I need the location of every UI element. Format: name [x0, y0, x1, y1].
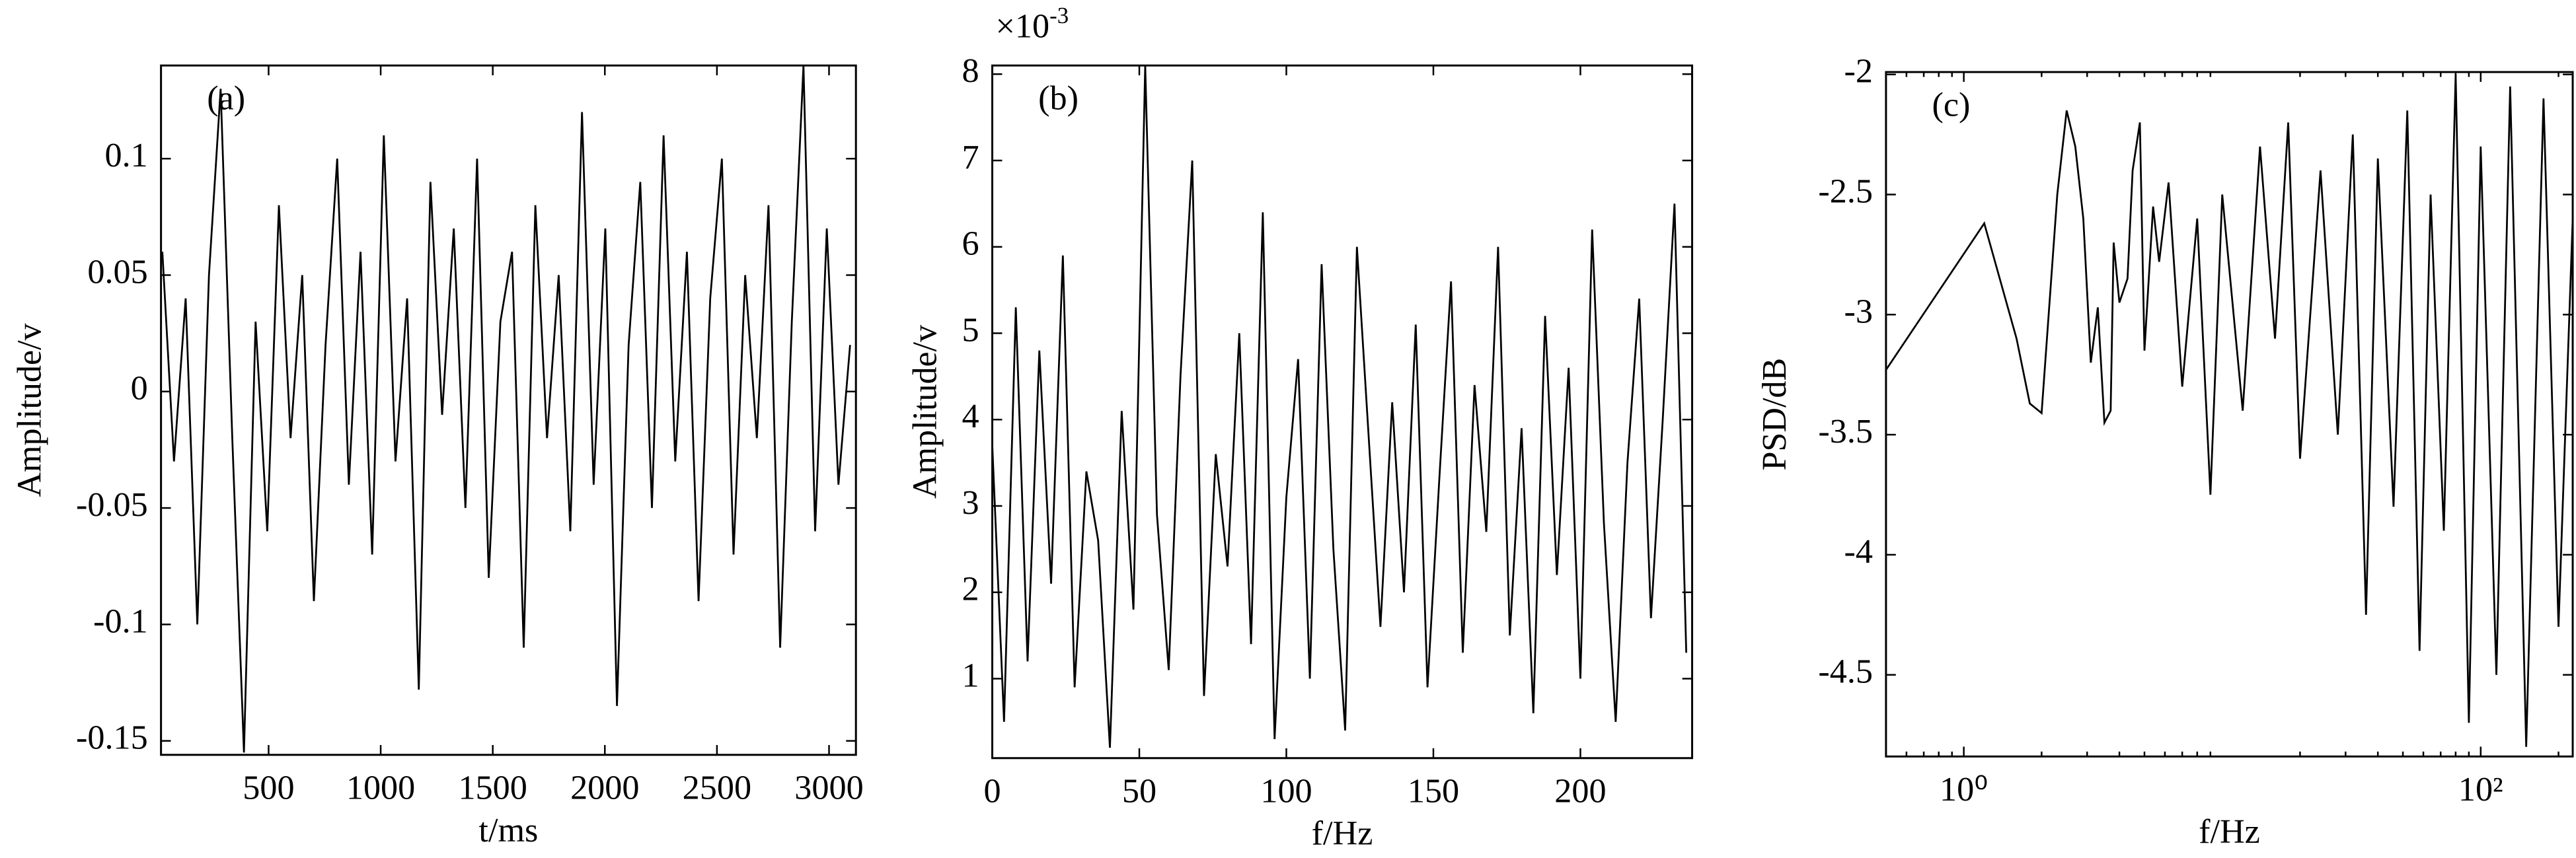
y-tick-label: 3: [962, 484, 979, 522]
panel-label: (b): [1038, 80, 1079, 118]
x-tick-label: 100: [1260, 772, 1312, 810]
y-tick-label: -4: [1844, 533, 1873, 571]
x-tick-label: 2500: [683, 769, 751, 806]
y-tick-label: -0.05: [76, 486, 148, 524]
axis-offset-label: ×10-3: [995, 3, 1069, 45]
y-tick-label: -3: [1844, 293, 1873, 330]
y-tick-label: 2: [962, 571, 979, 608]
x-axis-title: f/Hz: [1312, 815, 1373, 853]
x-tick-label: 10⁰: [1940, 771, 1988, 808]
panel: 1 2 3 4 5 6 7 8 0 50 100 150 200 (b) f/Hz Amplitude/v ×1…: [906, 3, 1694, 853]
y-axis-title: PSD/dB: [1756, 358, 1794, 471]
offset-exponent: -3: [1049, 3, 1069, 28]
x-axis-title: f/Hz: [2199, 813, 2260, 851]
y-tick-label: 1: [962, 657, 979, 695]
y-tick-label: 0.1: [104, 137, 147, 174]
y-tick-label: -2: [1844, 53, 1873, 90]
x-tick-label: 500: [243, 769, 294, 806]
axes-box: [1885, 71, 2574, 758]
x-tick-label: 1500: [458, 769, 527, 806]
panel-label: (c): [1932, 87, 1971, 124]
y-tick-label: -0.15: [76, 719, 148, 757]
x-tick-label: 200: [1554, 772, 1606, 810]
y-tick-label: -3.5: [1818, 413, 1873, 450]
panel-label: (a): [207, 80, 245, 118]
y-tick-label: -4.5: [1818, 653, 1873, 691]
y-tick-label: -0.1: [93, 602, 148, 640]
x-tick-label: 10²: [2458, 771, 2503, 808]
x-tick-label: 3000: [794, 769, 863, 806]
x-tick-label: 0: [983, 772, 1001, 810]
x-tick-label: 150: [1408, 772, 1459, 810]
panel: 0.1 0.05 0 -0.05 -0.1 -0.15 500 1000 1500 2000 250…: [11, 64, 864, 849]
x-tick-label: 2000: [570, 769, 639, 806]
y-tick-label: 6: [962, 225, 979, 263]
y-tick-label: 5: [962, 312, 979, 349]
offset-base: ×10: [995, 8, 1049, 46]
y-tick-label: 0.05: [87, 254, 147, 291]
panel: -2 -2.5 -3 -3.5 -4 -4.5 10⁰ 10² (c) f/Hz PSD/dB: [1756, 53, 2574, 851]
y-tick-label: -2.5: [1818, 173, 1873, 211]
data-line: [1885, 74, 2573, 747]
x-axis-title: t/ms: [478, 812, 538, 849]
x-tick-label: 50: [1122, 772, 1156, 810]
y-tick-label: 8: [962, 52, 979, 90]
axes-box: [991, 64, 1694, 760]
y-tick-label: 7: [962, 139, 979, 176]
x-tick-label: 1000: [346, 769, 415, 806]
data-line: [161, 65, 851, 753]
data-line: [992, 65, 1688, 748]
axes-box: [160, 64, 857, 756]
y-tick-label: 0: [131, 370, 148, 408]
y-axis-title: Amplitude/v: [11, 322, 49, 497]
y-axis-title: Amplitude/v: [906, 324, 944, 499]
y-tick-label: 4: [962, 398, 979, 435]
